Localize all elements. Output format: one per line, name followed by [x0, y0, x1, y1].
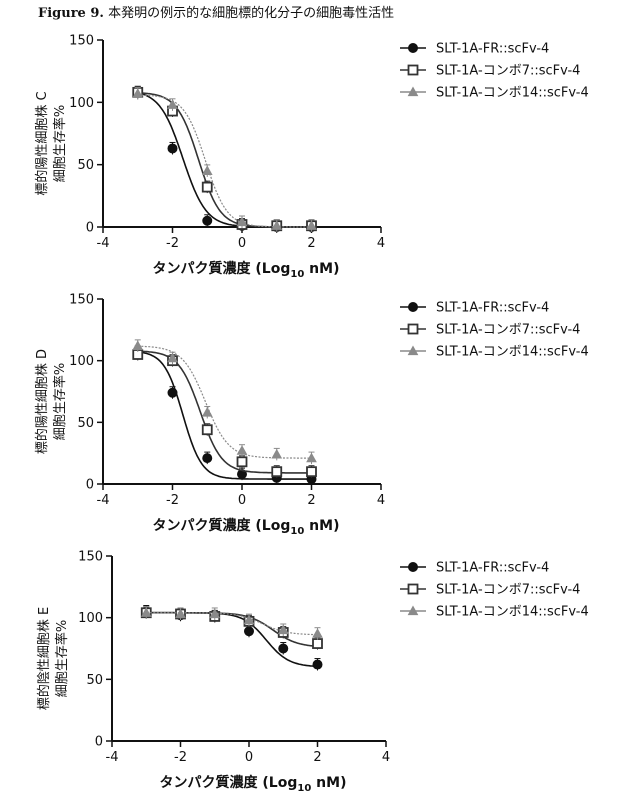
data-point: [238, 446, 247, 454]
fit-curve: [146, 613, 317, 667]
data-point: [272, 467, 281, 476]
y-tick-label: 100: [69, 96, 94, 111]
data-point: [313, 639, 322, 648]
x-tick-label: 4: [382, 750, 390, 765]
x-tick-label: 2: [307, 236, 315, 251]
y-tick-label: 150: [69, 293, 94, 308]
legend-label: SLT-1A-コンボ7::scFv-4: [436, 323, 580, 338]
series-2: [133, 349, 316, 478]
series-1: [133, 346, 316, 485]
y-tick-label: 50: [77, 158, 94, 173]
legend-marker: [409, 325, 418, 334]
data-point: [203, 425, 212, 434]
chart-panel-1: 0 50 100 150 -4 -2 0 2 4 タンパク質濃度 (Log10 nM) 標的陽性細胞…: [34, 34, 589, 281]
data-point: [245, 627, 254, 636]
data-point: [307, 467, 316, 476]
y-axis-label-line2: 細胞生存率%: [52, 363, 68, 440]
y-tick-label: 0: [95, 735, 103, 750]
y-axis-label-line1: 標的陽性細胞株 C: [34, 91, 50, 195]
y-tick-label: 100: [78, 611, 103, 626]
series-3: [133, 340, 316, 464]
x-tick-label: 0: [238, 236, 246, 251]
y-tick-label: 50: [77, 416, 94, 431]
y-tick-label: 50: [86, 673, 103, 688]
x-tick-label: -4: [97, 236, 110, 251]
fit-curve: [146, 613, 317, 647]
legend-label: SLT-1A-FR::scFv-4: [436, 561, 549, 576]
x-axis-label: タンパク質濃度 (Log10 nM): [153, 260, 340, 280]
x-axis-label: タンパク質濃度 (Log10 nM): [160, 774, 347, 794]
data-point: [133, 341, 142, 349]
data-point: [203, 454, 212, 463]
y-axis-label-line2: 細胞生存率%: [54, 620, 70, 697]
x-axis-label: タンパク質濃度 (Log10 nM): [153, 517, 340, 537]
legend-label: SLT-1A-コンボ7::scFv-4: [436, 64, 580, 79]
y-tick-label: 0: [86, 221, 94, 236]
x-tick-label: -2: [166, 236, 179, 251]
x-tick-label: 4: [377, 493, 385, 508]
x-tick-label: -4: [97, 493, 110, 508]
legend-marker: [409, 66, 418, 75]
series-1: [133, 86, 316, 233]
legend-label: SLT-1A-FR::scFv-4: [436, 42, 549, 57]
legend-marker: [409, 563, 418, 572]
y-tick-label: 100: [69, 354, 94, 369]
data-point: [203, 216, 212, 225]
y-tick-label: 150: [78, 550, 103, 565]
x-tick-label: 0: [245, 750, 253, 765]
chart-panel-3: 0 50 100 150 -4 -2 0 2 4 タンパク質濃度 (Log10 nM) 標的陰性細胞…: [36, 550, 589, 795]
legend-label: SLT-1A-コンボ14::scFv-4: [436, 345, 589, 360]
data-point: [203, 183, 212, 192]
x-tick-label: -4: [106, 750, 119, 765]
series-3: [142, 607, 322, 640]
data-point: [272, 450, 281, 458]
legend-label: SLT-1A-FR::scFv-4: [436, 301, 549, 316]
y-axis-label-line2: 細胞生存率%: [52, 105, 68, 182]
legend-label: SLT-1A-コンボ14::scFv-4: [436, 86, 589, 101]
series-1: [142, 606, 322, 671]
fit-curve: [138, 95, 312, 227]
data-point: [313, 660, 322, 669]
fit-curve: [138, 352, 312, 479]
chart-panel-2: 0 50 100 150 -4 -2 0 2 4 タンパク質濃度 (Log10 nM) 標的陽性細胞…: [34, 293, 589, 538]
data-point: [168, 388, 177, 397]
x-tick-label: -2: [166, 493, 179, 508]
legend-marker: [409, 44, 418, 53]
x-tick-label: 2: [313, 750, 321, 765]
y-axis-label-line1: 標的陽性細胞株 D: [34, 349, 50, 454]
data-point: [313, 629, 322, 637]
cytotoxicity-charts: 0 50 100 150 -4 -2 0 2 4 タンパク質濃度 (Log10 nM) 標的陽性細胞…: [0, 0, 640, 799]
y-tick-label: 0: [86, 478, 94, 493]
fit-curve: [138, 346, 312, 458]
data-point: [203, 166, 212, 174]
y-axis-label-line1: 標的陰性細胞株 E: [36, 607, 52, 710]
data-point: [168, 144, 177, 153]
fit-curve: [138, 351, 312, 473]
x-tick-label: 4: [377, 236, 385, 251]
legend-marker: [409, 303, 418, 312]
data-point: [279, 644, 288, 653]
x-tick-label: 2: [307, 493, 315, 508]
legend-marker: [409, 585, 418, 594]
legend-label: SLT-1A-コンボ14::scFv-4: [436, 605, 589, 620]
x-tick-label: 0: [238, 493, 246, 508]
series-3: [133, 88, 316, 232]
legend-label: SLT-1A-コンボ7::scFv-4: [436, 583, 580, 598]
data-point: [203, 408, 212, 416]
x-tick-label: -2: [174, 750, 187, 765]
data-point: [238, 457, 247, 466]
y-tick-label: 150: [69, 34, 94, 49]
